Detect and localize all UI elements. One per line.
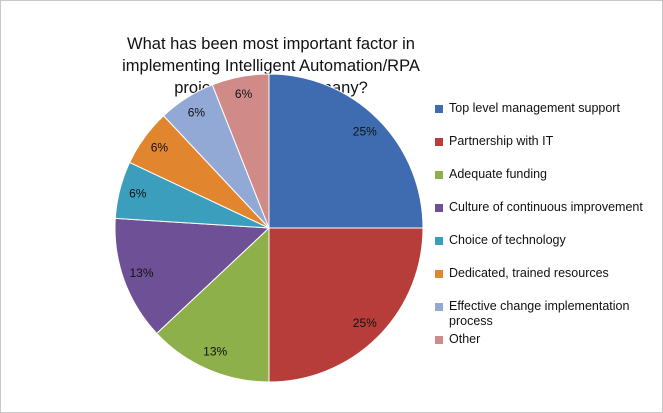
legend-swatch xyxy=(435,138,443,146)
legend-label: Top level management support xyxy=(449,101,620,115)
data-label: 25% xyxy=(353,316,377,330)
legend-swatch xyxy=(435,105,443,113)
legend-swatch xyxy=(435,237,443,245)
legend-item: Effective change implementation process xyxy=(435,299,645,329)
legend-item: Culture of continuous improvement xyxy=(435,200,645,215)
legend-label: Partnership with IT xyxy=(449,134,554,148)
pie-slice xyxy=(114,217,271,335)
data-label: 6% xyxy=(188,106,206,120)
pie-slice xyxy=(268,227,424,383)
pie-slice xyxy=(156,226,270,383)
data-label: 13% xyxy=(129,266,153,280)
legend-swatch xyxy=(435,270,443,278)
data-label: 6% xyxy=(235,87,253,101)
legend-label: Adequate funding xyxy=(449,167,548,181)
legend-label: Dedicated, trained resources xyxy=(449,266,609,280)
legend-label: Culture of continuous improvement xyxy=(449,200,643,214)
pie-slice xyxy=(211,73,270,229)
legend-swatch xyxy=(435,171,443,179)
legend-label: Other xyxy=(449,332,481,346)
data-label: 6% xyxy=(151,141,169,155)
legend-item: Other xyxy=(435,332,645,347)
data-label: 13% xyxy=(203,345,227,359)
legend-label: Choice of technology xyxy=(449,233,566,247)
data-label: 25% xyxy=(353,124,377,138)
data-label: 6% xyxy=(129,186,147,200)
legend-swatch xyxy=(435,303,443,311)
legend-item: Partnership with IT xyxy=(435,134,645,149)
legend-item: Choice of technology xyxy=(435,233,645,248)
legend-label: Effective change implementation process xyxy=(449,299,630,328)
legend-swatch xyxy=(435,204,443,212)
legend-swatch xyxy=(435,336,443,344)
legend-item: Dedicated, trained resources xyxy=(435,266,645,281)
legend-item: Top level management support xyxy=(435,101,645,116)
legend-item: Adequate funding xyxy=(435,167,645,182)
pie-slice xyxy=(268,73,424,229)
legend: Top level management support Partnership … xyxy=(435,101,645,365)
